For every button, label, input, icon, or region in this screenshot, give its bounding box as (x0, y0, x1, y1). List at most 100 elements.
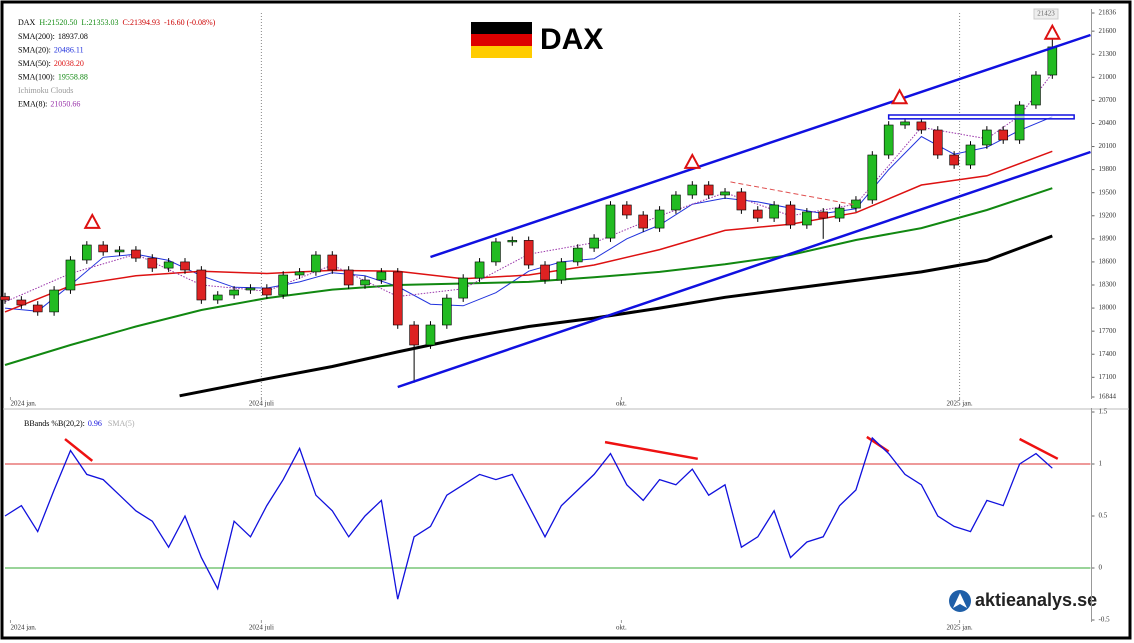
header-part: DAX (18, 18, 36, 27)
trendline (1019, 437, 1059, 460)
x-tick-label: okt. (616, 624, 627, 632)
header: DAX H:21520.50 L:21353.03 C:21394.93 -16.60 … (18, 18, 216, 27)
candle-body (556, 261, 567, 281)
candle-body (65, 259, 76, 291)
candle-body (867, 154, 878, 201)
header-part: L:21353.03 (81, 18, 118, 27)
candle-body (572, 247, 583, 263)
candle-body (474, 261, 485, 279)
candle-body (327, 254, 338, 271)
candle-body (982, 129, 992, 146)
candle-body (294, 271, 305, 276)
candle-body (1014, 104, 1025, 141)
candle-body (98, 244, 108, 253)
candle-body (392, 271, 403, 326)
y-tick-label: 0.5 (1099, 512, 1108, 520)
series-line (179, 234, 1053, 398)
legend-entry: BBands %B(20,2): 0.96 SMA(5) (24, 419, 135, 428)
y-tick-label: 20700 (1099, 96, 1117, 104)
y-tick-label: 20100 (1099, 142, 1117, 150)
candle-body (360, 279, 370, 286)
candle-body (147, 257, 158, 269)
candle-body (180, 261, 190, 271)
price-tag: 21423 (1037, 10, 1055, 18)
candle-body (131, 249, 141, 259)
y-tick-label: 17100 (1099, 373, 1117, 381)
y-tick-label: 19200 (1099, 211, 1117, 219)
candle-body (785, 204, 796, 226)
legend-name: SMA(100): (18, 72, 55, 81)
flag-black (471, 22, 532, 34)
candle-body (311, 254, 321, 273)
candle-body (720, 191, 730, 196)
y-tick-label: 16844 (1099, 393, 1117, 401)
candle-body (671, 194, 681, 211)
legend-value: 21050.66 (50, 99, 80, 108)
header-part: -16.60 (-0.08%) (164, 18, 216, 27)
candle-body (458, 277, 469, 299)
x-tick-label: 2024 juli (249, 624, 274, 632)
series-line (4, 187, 1053, 366)
y-tick-label: 21836 (1099, 9, 1117, 17)
marker-triangle (83, 212, 101, 229)
legend-entry: SMA(50): 20038.20 (18, 59, 84, 68)
legend-entry: SMA(100): 19558.88 (18, 72, 88, 81)
legend-name: SMA(50): (18, 59, 51, 68)
legend-value: 18937.08 (58, 32, 88, 41)
y-tick-label: -0.5 (1099, 616, 1111, 624)
marker-triangle (890, 88, 909, 105)
y-tick-label: 19500 (1099, 188, 1117, 196)
candle-body (883, 124, 894, 156)
candle-body (802, 211, 812, 226)
candle-body (622, 204, 632, 216)
candle-body (0, 296, 10, 301)
y-tick-label: 18900 (1099, 234, 1117, 242)
logo-title: DAX (540, 23, 603, 56)
candle-body (49, 289, 59, 313)
logo-glyph (953, 593, 967, 608)
marker-triangle (683, 152, 701, 169)
candle-body (932, 129, 943, 156)
series-line (4, 150, 1053, 313)
x-tick-label: 2024 juli (249, 400, 274, 408)
candle-body (540, 264, 550, 281)
candle-body (605, 204, 616, 239)
y-tick-label: 17400 (1099, 350, 1117, 358)
legend-entry: SMA(200): 18937.08 (18, 32, 88, 41)
candle-body (196, 269, 207, 301)
x-tick-label: 2025 jan. (947, 624, 973, 632)
candle-body (425, 324, 436, 346)
legend-name: BBands %B(20,2): (24, 419, 85, 428)
flag-gold (471, 46, 532, 58)
y-tick-label: 18000 (1099, 304, 1117, 312)
candle-body (769, 204, 779, 219)
header-part: H:21520.50 (39, 18, 77, 27)
series-line (4, 116, 1053, 312)
trendline (730, 181, 857, 206)
legend-value: 20486.11 (54, 45, 84, 54)
trendline (430, 33, 1091, 259)
y-tick-label: 21300 (1099, 50, 1117, 58)
y-tick-label: 0 (1099, 564, 1103, 572)
candle-body (278, 274, 288, 296)
legend-value: 20038.20 (54, 59, 84, 68)
series-line (4, 436, 1053, 600)
candle-body (1047, 46, 1058, 76)
y-tick-label: 18600 (1099, 258, 1117, 266)
y-tick-label: 17700 (1099, 327, 1117, 335)
candle-body (1031, 74, 1041, 106)
legend-name: SMA(5) (108, 419, 135, 428)
legend-name: SMA(200): (18, 32, 55, 41)
legend-entry: Ichimoku Clouds (18, 86, 73, 95)
flag-red (471, 34, 532, 46)
candle-body (998, 129, 1009, 141)
candle-body (409, 324, 419, 346)
candle-body (491, 241, 501, 263)
y-tick-label: 21600 (1099, 27, 1117, 35)
trendline (397, 150, 1091, 389)
trendline (866, 435, 890, 453)
candle-body (229, 289, 239, 296)
candle-body (442, 297, 452, 326)
candle-body (16, 299, 27, 306)
